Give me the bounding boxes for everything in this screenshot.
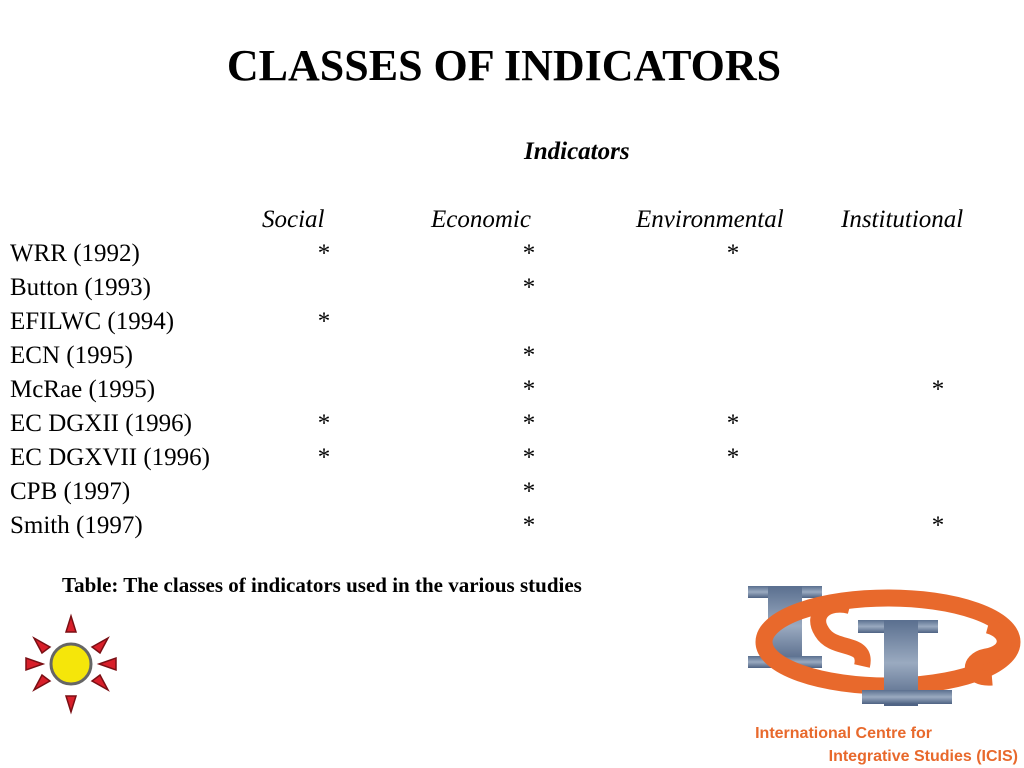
table-row-label: WRR (1992)	[10, 240, 140, 267]
table-row-label: ECN (1995)	[10, 342, 133, 369]
table-row-label: McRae (1995)	[10, 376, 156, 403]
table-cell-mark: *	[522, 478, 536, 505]
column-header-environmental: Environmental	[636, 206, 784, 233]
organization-name-line1: International Centre for	[755, 725, 932, 742]
table-cell-mark: *	[522, 410, 536, 437]
column-header-economic: Economic	[431, 206, 531, 233]
table-cell-mark: *	[522, 240, 536, 267]
table-cell-mark: *	[726, 240, 740, 267]
table-cell-mark: *	[522, 342, 536, 369]
table-row-label: EC DGXVII (1996)	[10, 444, 210, 471]
sun-icon	[25, 613, 117, 715]
table-cell-mark: *	[726, 444, 740, 471]
table-cell-mark: *	[522, 444, 536, 471]
table-cell-mark: *	[931, 376, 945, 403]
table-cell-mark: *	[522, 512, 536, 539]
table-row-label: Smith (1997)	[10, 512, 143, 539]
table-cell-mark: *	[522, 274, 536, 301]
icis-logo	[748, 586, 1021, 706]
organization-name: International Centre for Integrative Stu…	[755, 722, 1018, 768]
table-cell-mark: *	[317, 308, 331, 335]
table-group-header: Indicators	[524, 138, 630, 165]
table-cell-mark: *	[726, 410, 740, 437]
table-cell-mark: *	[317, 240, 331, 267]
table-row-label: EC DGXII (1996)	[10, 410, 192, 437]
column-header-social: Social	[262, 206, 325, 233]
table-row-label: CPB (1997)	[10, 478, 131, 505]
table-caption: Table: The classes of indicators used in…	[62, 573, 582, 597]
table-row-label: Button (1993)	[10, 274, 151, 301]
table-cell-mark: *	[317, 410, 331, 437]
table-cell-mark: *	[522, 376, 536, 403]
table-cell-mark: *	[317, 444, 331, 471]
page-title: CLASSES OF INDICATORS	[226, 41, 782, 90]
organization-name-line2: Integrative Studies (ICIS)	[828, 748, 1018, 765]
column-header-institutional: Institutional	[841, 206, 964, 233]
table-cell-mark: *	[931, 512, 945, 539]
table-row-label: EFILWC (1994)	[10, 308, 175, 335]
